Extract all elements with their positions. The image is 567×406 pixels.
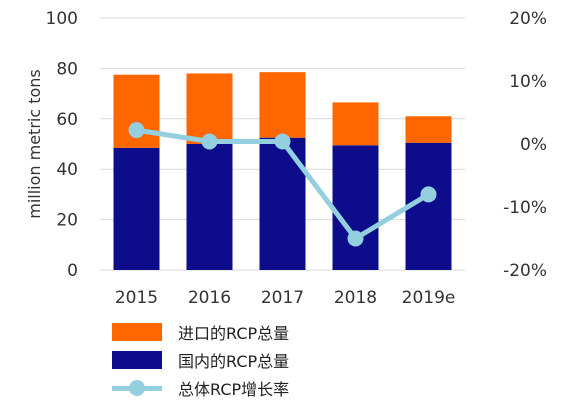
legend-label-domestic: 国内的RCP总量: [178, 352, 290, 371]
y2-tick-label: -10%: [503, 198, 547, 218]
growth-point: [274, 133, 291, 150]
bar-domestic: [259, 137, 306, 270]
legend-item-import: 进口的RCP总量: [112, 318, 289, 346]
y2-tick-label: 10%: [509, 72, 547, 92]
legend-label-growth: 总体RCP增长率: [178, 380, 290, 399]
growth-point: [347, 230, 364, 247]
y-tick-label: 60: [56, 110, 78, 130]
bar-import: [405, 116, 452, 143]
growth-point: [201, 133, 218, 150]
x-tick-label: 2015: [115, 288, 158, 308]
x-tick-label: 2019e: [402, 288, 456, 308]
y-tick-label: 40: [56, 160, 78, 180]
growth-point: [420, 186, 437, 203]
legend-swatch-growth: [112, 379, 162, 397]
growth-point: [128, 122, 145, 139]
y2-tick-label: 0%: [520, 135, 547, 155]
y2-tick-label: 20%: [509, 9, 547, 29]
legend-item-domestic: 国内的RCP总量: [112, 346, 289, 374]
bar-domestic: [186, 144, 233, 270]
bar-domestic: [113, 147, 160, 270]
y-tick-label: 100: [46, 9, 78, 29]
bar-import: [259, 72, 306, 138]
bar-import: [186, 73, 233, 144]
x-tick-label: 2017: [261, 288, 304, 308]
legend-swatch-import: [112, 323, 162, 341]
y-tick-label: 80: [56, 59, 78, 79]
legend-item-growth: 总体RCP增长率: [112, 374, 289, 402]
x-tick-label: 2018: [334, 288, 377, 308]
bar-domestic: [332, 145, 379, 270]
y-axis-label: million metric tons: [25, 69, 44, 219]
bar-import: [332, 102, 379, 146]
x-tick-label: 2016: [188, 288, 231, 308]
rcp-chart: 0 20 40 60 80 100 -20% -10% 0% 10% 20% million metr…: [25, 9, 547, 308]
legend-label-import: 进口的RCP总量: [178, 324, 290, 343]
y-tick-label: 20: [56, 211, 78, 231]
y2-tick-label: -20%: [503, 261, 547, 281]
legend: 进口的RCP总量 国内的RCP总量 总体RCP增长率: [112, 318, 289, 402]
y-tick-label: 0: [67, 261, 78, 281]
legend-swatch-domestic: [112, 351, 162, 369]
